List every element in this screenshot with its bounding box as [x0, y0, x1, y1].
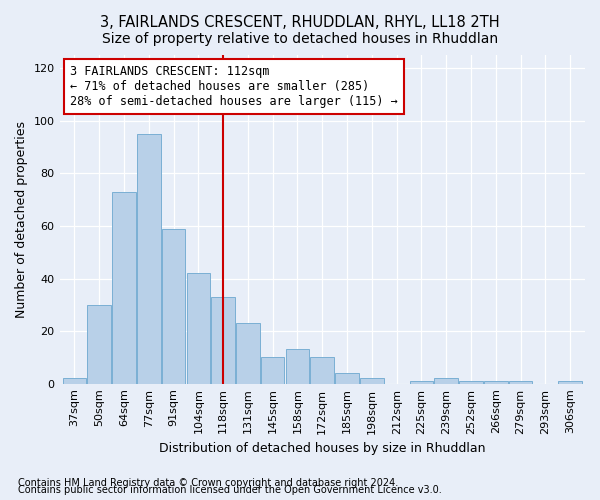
Bar	[559, 381, 582, 384]
Bar	[236, 323, 260, 384]
Bar	[484, 381, 508, 384]
Bar	[310, 358, 334, 384]
Bar	[88, 305, 111, 384]
Text: 3, FAIRLANDS CRESCENT, RHUDDLAN, RHYL, LL18 2TH: 3, FAIRLANDS CRESCENT, RHUDDLAN, RHYL, L…	[100, 15, 500, 30]
Bar	[434, 378, 458, 384]
Bar	[410, 381, 433, 384]
Bar	[162, 228, 185, 384]
Bar	[286, 350, 309, 384]
Bar	[137, 134, 161, 384]
X-axis label: Distribution of detached houses by size in Rhuddlan: Distribution of detached houses by size …	[159, 442, 485, 455]
Text: Size of property relative to detached houses in Rhuddlan: Size of property relative to detached ho…	[102, 32, 498, 46]
Y-axis label: Number of detached properties: Number of detached properties	[15, 121, 28, 318]
Text: Contains HM Land Registry data © Crown copyright and database right 2024.: Contains HM Land Registry data © Crown c…	[18, 478, 398, 488]
Text: 3 FAIRLANDS CRESCENT: 112sqm
← 71% of detached houses are smaller (285)
28% of s: 3 FAIRLANDS CRESCENT: 112sqm ← 71% of de…	[70, 65, 398, 108]
Bar	[211, 297, 235, 384]
Bar	[335, 373, 359, 384]
Bar	[360, 378, 383, 384]
Bar	[459, 381, 483, 384]
Bar	[187, 273, 210, 384]
Bar	[112, 192, 136, 384]
Bar	[62, 378, 86, 384]
Text: Contains public sector information licensed under the Open Government Licence v3: Contains public sector information licen…	[18, 485, 442, 495]
Bar	[261, 358, 284, 384]
Bar	[509, 381, 532, 384]
